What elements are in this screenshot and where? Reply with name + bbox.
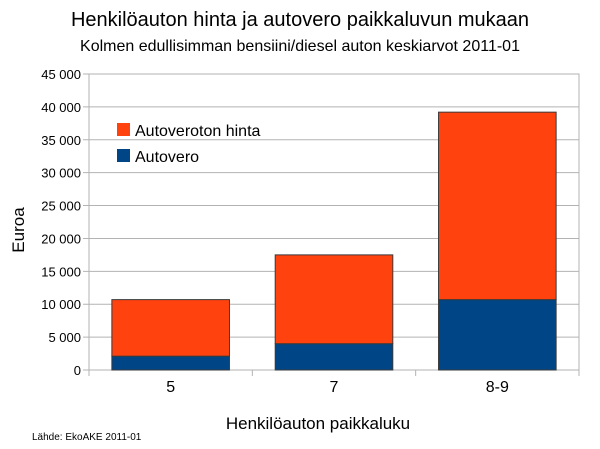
x-tick-label: 8-9 [486,379,509,396]
y-tick-label: 40 000 [41,100,81,115]
y-axis-label: Euroa [9,207,28,253]
legend-swatch [117,123,130,136]
y-tick-label: 35 000 [41,133,81,148]
y-tick-label: 45 000 [41,67,81,82]
y-tick-label: 25 000 [41,199,81,214]
bar-segment [438,299,557,371]
y-tick-label: 5 000 [48,330,81,345]
bar-segment [438,111,557,301]
y-tick-label: 0 [74,363,81,378]
y-tick-label: 30 000 [41,166,81,181]
chart-subtitle: Kolmen edullisimman bensiini/diesel auto… [80,38,520,55]
y-tick-label: 10 000 [41,297,81,312]
bar-segment [111,355,230,371]
bar-segment [274,254,394,345]
legend: Autoveroton hinta Autovero [117,123,261,166]
y-axis-ticks: 0 5 000 10 000 15 000 20 000 25 000 30 000 35 0… [41,67,81,378]
y-tick-label: 15 000 [41,264,81,279]
chart-title: Henkilöauton hinta ja autovero paikkaluv… [71,9,529,31]
legend-swatch [117,149,130,162]
bar-segment [274,343,394,371]
x-tick-label: 5 [166,379,175,396]
source-note: Lähde: EkoAKE 2011-01 [32,432,142,443]
legend-label: Autovero [135,149,199,166]
x-axis-ticks: 5 7 8-9 [88,370,580,396]
x-axis-label: Henkilöauton paikkaluku [226,414,410,433]
legend-label: Autoveroton hinta [135,123,261,140]
y-tick-label: 20 000 [41,231,81,246]
bar-segment [111,299,230,357]
bars [111,111,557,371]
x-tick-label: 7 [330,379,339,396]
